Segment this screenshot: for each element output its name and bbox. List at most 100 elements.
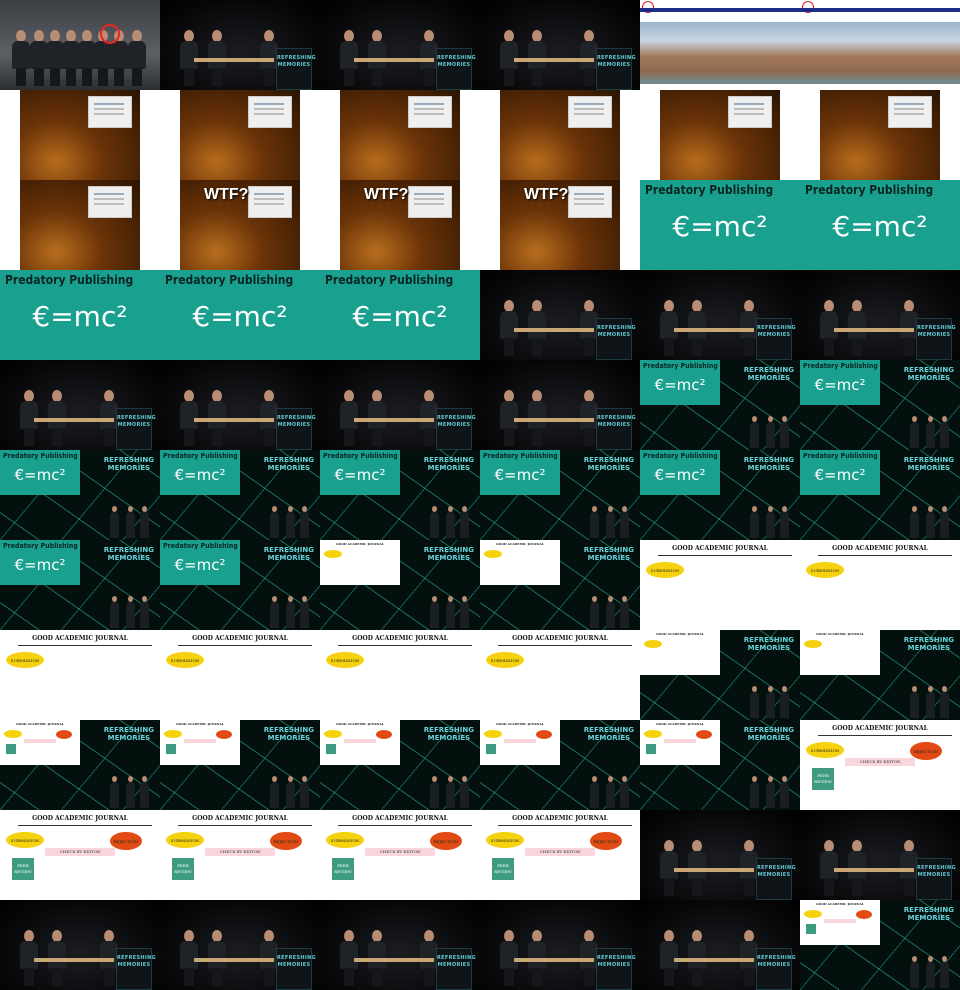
speaker [926, 506, 935, 538]
slide-title: Predatory Publishing [645, 183, 774, 197]
check-by-editor-box [344, 739, 376, 743]
speaker-torso [580, 41, 598, 69]
journal-title: GOOD ACADEMIC JOURNAL [32, 635, 128, 642]
speaker-legs [424, 968, 434, 986]
table [834, 328, 914, 332]
podium-logo: REFRESHING MEMORIES [597, 955, 636, 968]
speakers-small [576, 502, 636, 538]
check-by-editor-box [504, 739, 536, 743]
event-logo: REFRESHING MEMORIES [423, 456, 474, 472]
title-rule [18, 645, 152, 646]
speaker-torso [20, 941, 38, 969]
submission-oval [324, 550, 342, 558]
podium-logo: REFRESHING MEMORIES [277, 415, 316, 428]
speaker-head [824, 300, 834, 312]
journal-title: GOOD ACADEMIC JOURNAL [816, 902, 864, 906]
speaker-torso [368, 41, 386, 69]
speaker [420, 390, 438, 446]
check-by-editor-box [824, 919, 856, 923]
speaker [430, 776, 439, 808]
speaker [126, 506, 135, 538]
submission-oval: SUBMISSION [6, 652, 44, 668]
speaker-legs [584, 428, 594, 446]
podium-logo: REFRESHING MEMORIES [597, 325, 636, 338]
speaker-head [264, 390, 274, 402]
speaker-head [584, 930, 594, 942]
speaker-legs [16, 68, 26, 86]
video-frame: GOOD ACADEMIC JOURNAL REFRESHING MEMORIES [800, 900, 960, 990]
speaker-head [504, 390, 514, 402]
speaker-head [904, 840, 914, 852]
speakers-small [736, 502, 796, 538]
speaker-head [66, 30, 76, 42]
conference-room-photo [500, 90, 620, 180]
slide-equation: €=mc² [192, 300, 288, 333]
slide-equation: €=mc² [14, 556, 66, 574]
speaker [180, 930, 198, 986]
speaker-torso [208, 941, 226, 969]
slide-title: Predatory Publishing [3, 452, 78, 460]
speaker-torso [500, 401, 518, 429]
podium: REFRESHING MEMORIES [276, 948, 316, 990]
speaker [688, 930, 706, 986]
speaker-legs [692, 968, 702, 986]
slide-inset: GOOD ACADEMIC JOURNAL [640, 630, 720, 675]
submission-oval: SUBMISSION [166, 832, 204, 848]
video-frame: GOOD ACADEMIC JOURNAL SUBMISSION [320, 630, 480, 720]
video-frame [320, 90, 480, 180]
speaker-torso [820, 311, 838, 339]
submission-oval [644, 640, 662, 648]
speaker [208, 30, 226, 86]
speaker-legs [34, 68, 44, 86]
podium-logo: REFRESHING MEMORIES [917, 865, 956, 878]
speaker [20, 930, 38, 986]
speaker-legs [744, 878, 754, 896]
rejection-oval [56, 730, 72, 739]
check-by-editor-box: CHECK BY EDITOR [45, 848, 115, 856]
speaker-torso [900, 311, 918, 339]
title-rule [338, 645, 472, 646]
speaker-legs [532, 968, 542, 986]
journal-title: GOOD ACADEMIC JOURNAL [192, 635, 288, 642]
speaker-legs [52, 968, 62, 986]
speaker-torso [420, 941, 438, 969]
journal-title: GOOD ACADEMIC JOURNAL [32, 815, 128, 822]
speaker-head [372, 930, 382, 942]
rejection-oval [536, 730, 552, 739]
submission-oval [484, 550, 502, 558]
speaker [78, 30, 96, 86]
title-rule [18, 825, 152, 826]
speaker-head [532, 30, 542, 42]
rejection-oval: REJECTION [590, 832, 622, 850]
projector-screen [568, 186, 612, 218]
video-frame: GOOD ACADEMIC JOURNAL REFRESHING MEMORIES [320, 720, 480, 810]
speaker-legs [584, 968, 594, 986]
video-frame: Predatory Publishing €=mc² REFRESHING MEMO… [0, 540, 160, 630]
speaker-legs [104, 968, 114, 986]
slide-title: Predatory Publishing [483, 452, 558, 460]
speaker-head [16, 30, 26, 42]
speaker [460, 776, 469, 808]
check-by-editor-box: CHECK BY EDITOR [525, 848, 595, 856]
speaker [368, 390, 386, 446]
speaker [140, 506, 149, 538]
speaker-head [52, 930, 62, 942]
podium: REFRESHING MEMORIES [436, 948, 476, 990]
video-frame [0, 90, 160, 180]
video-frame: GOOD ACADEMIC JOURNAL REFRESHING MEMORIES [640, 630, 800, 720]
speaker [750, 506, 759, 538]
speaker-head [264, 930, 274, 942]
video-frame: Predatory Publishing €=mc² REFRESHING MEMO… [640, 450, 800, 540]
speaker-head [372, 30, 382, 42]
speaker-legs [372, 428, 382, 446]
speakers-small [896, 682, 956, 718]
speaker-head [504, 300, 514, 312]
podium: REFRESHING MEMORIES [436, 408, 476, 450]
video-frame: REFRESHING MEMORIES [0, 360, 160, 450]
speaker-head [104, 390, 114, 402]
speaker [100, 390, 118, 446]
speaker [126, 596, 135, 628]
conference-room-photo [820, 90, 940, 180]
speaker [766, 506, 775, 538]
speaker-torso [688, 311, 706, 339]
